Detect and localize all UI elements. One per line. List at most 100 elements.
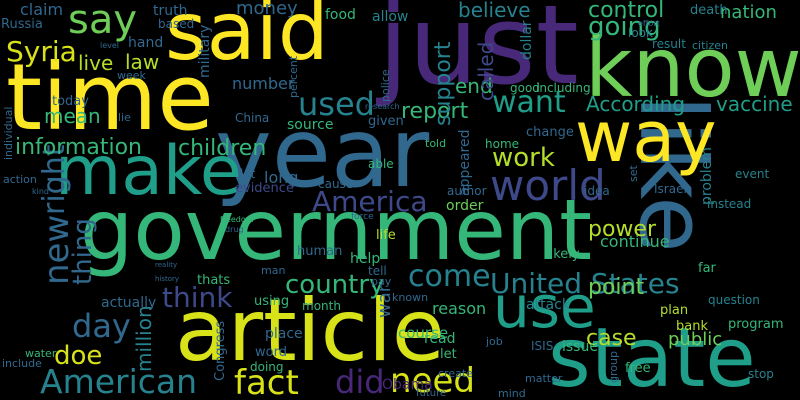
word-mind: mind: [498, 387, 526, 400]
word-law: law: [125, 50, 160, 74]
word-question: question: [708, 293, 760, 307]
word-evidence: evidence: [235, 181, 294, 196]
word-need: need: [390, 361, 475, 400]
word-future: future: [416, 388, 447, 399]
word-state: state: [548, 311, 756, 400]
word-action: action: [3, 173, 37, 186]
word-day: day: [72, 307, 131, 345]
word-obama: Obama: [382, 377, 433, 393]
word-look: look: [628, 26, 653, 40]
word-come: come: [408, 259, 491, 294]
word-did: did: [335, 363, 385, 400]
word-group: group: [607, 351, 620, 383]
word-called: called: [474, 41, 498, 101]
word-able: able: [368, 157, 394, 171]
word-actually: actually: [101, 295, 157, 311]
word-cause: cause: [318, 177, 354, 191]
word-history: history: [155, 275, 180, 283]
word-united-states: United States: [490, 267, 680, 300]
word-live: live: [78, 51, 114, 75]
word-change: change: [526, 125, 574, 140]
word-life: life: [376, 228, 396, 243]
word-based: based: [158, 17, 195, 31]
word-told: told: [425, 137, 447, 150]
word-food: food: [325, 7, 356, 23]
word-stop: stop: [748, 367, 774, 381]
word-program: program: [728, 317, 784, 332]
word-information: information: [15, 135, 142, 160]
word-percent: percent: [287, 55, 300, 98]
word-going: going: [588, 12, 661, 42]
word-police: police: [379, 69, 392, 102]
word-public: public: [668, 329, 723, 350]
word-water: water: [25, 347, 57, 360]
word-say: say: [68, 0, 138, 43]
word-job: job: [486, 335, 503, 348]
word-hand: hand: [128, 35, 164, 51]
word-tell: tell: [368, 264, 387, 278]
word-country: country: [285, 270, 385, 300]
word-think: think: [162, 281, 233, 314]
word-isis: ISIS: [531, 339, 554, 353]
word-man: man: [261, 264, 286, 277]
word-known: known: [392, 291, 429, 304]
word-home: home: [485, 137, 520, 151]
word-let: let: [440, 347, 457, 362]
word-military: military: [197, 24, 213, 78]
word-reason: reason: [432, 299, 487, 318]
word-according: According: [586, 92, 686, 116]
word-use: use: [493, 273, 596, 341]
word-order: order: [446, 198, 484, 214]
word-research: research: [365, 102, 400, 111]
word-way: way: [575, 96, 717, 178]
word-mean: mean: [44, 104, 101, 128]
word-report: report: [401, 99, 469, 124]
word-word: word: [255, 345, 287, 360]
word-power: power: [588, 217, 656, 242]
word-free: free: [625, 361, 651, 376]
word-kind: kind: [32, 187, 50, 196]
word-congress: Congress: [213, 320, 228, 381]
word-long: long: [264, 168, 299, 187]
word-human: human: [297, 244, 343, 259]
word-individual: individual: [2, 106, 15, 160]
word-world: world: [490, 161, 606, 210]
word-doe: doe: [54, 341, 103, 371]
word-plan: plan: [660, 303, 689, 318]
word-article: article: [175, 281, 445, 381]
word-citizen: citizen: [692, 39, 728, 52]
word-year: year: [215, 97, 430, 209]
word-just: just: [378, 0, 579, 109]
word-russia: Russia: [1, 17, 43, 32]
word-fact: fact: [234, 363, 299, 400]
word-money: money: [236, 0, 298, 19]
word-thats: thats: [197, 273, 231, 288]
word-truth: truth: [153, 3, 188, 19]
word-given: given: [368, 114, 404, 129]
word-continue: continue: [600, 232, 670, 251]
word-reality: reality: [155, 261, 178, 269]
word-american: American: [40, 362, 198, 400]
word-point: point: [588, 275, 645, 300]
word-allow: allow: [372, 9, 409, 25]
word-author: author: [447, 184, 487, 198]
word-doing: doing: [250, 360, 284, 374]
word-believe: believe: [458, 0, 531, 22]
word-government: government: [80, 181, 593, 279]
word-include: include: [2, 357, 42, 370]
word-week: week: [117, 69, 146, 82]
word-nation: nation: [720, 2, 777, 23]
word-end: end: [455, 74, 493, 98]
word-help: help: [350, 251, 381, 267]
word-issue: issue: [562, 339, 598, 355]
word-course: course: [398, 324, 449, 342]
word-event: event: [735, 167, 770, 181]
word-set: set: [627, 165, 640, 182]
word-number: number: [232, 74, 295, 93]
word-want: want: [492, 85, 566, 120]
word-far: far: [698, 261, 716, 276]
word-instead: instead: [707, 197, 752, 211]
word-create: create: [438, 367, 473, 380]
word-vaccine: vaccine: [716, 92, 793, 116]
